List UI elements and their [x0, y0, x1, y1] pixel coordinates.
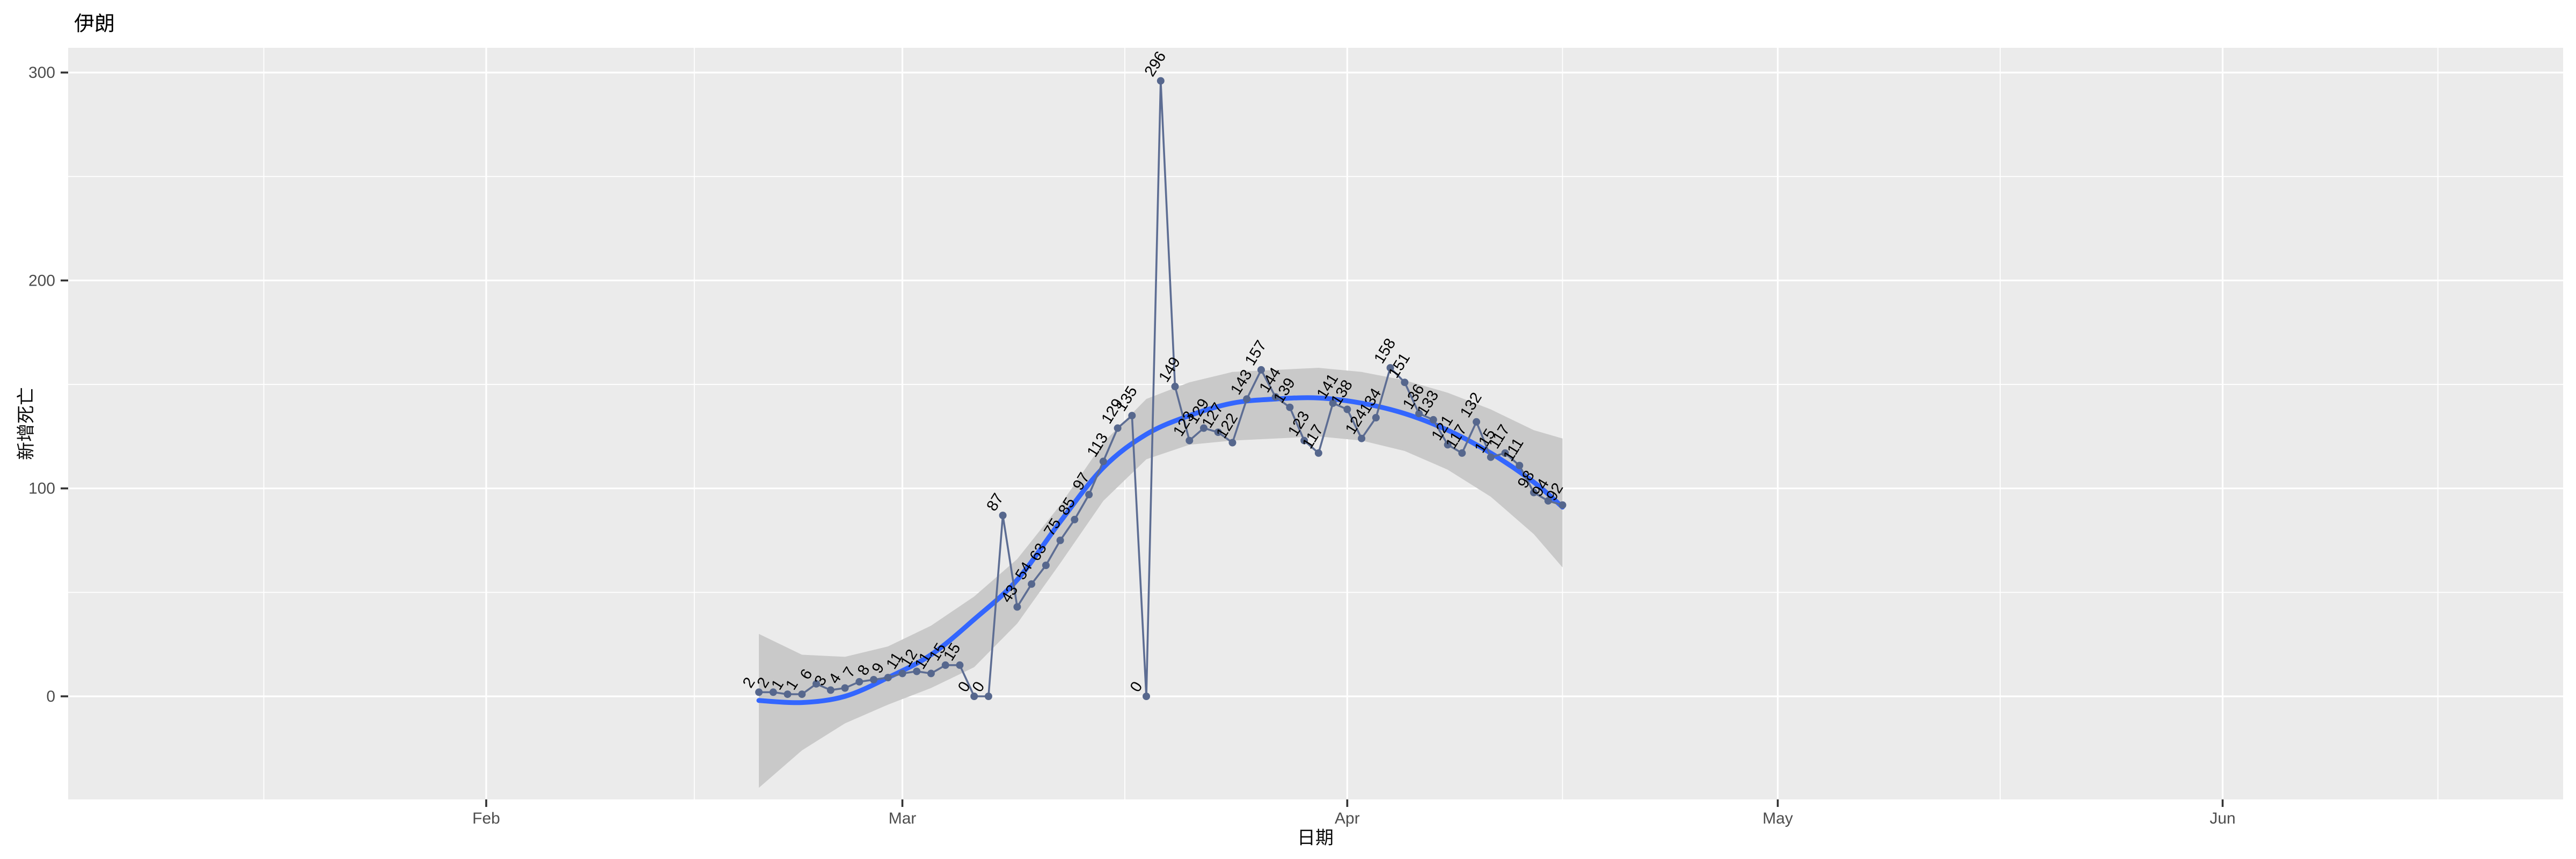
data-point — [1143, 693, 1150, 700]
data-point — [1028, 580, 1036, 588]
data-point — [1415, 410, 1423, 418]
data-point — [1099, 457, 1107, 465]
x-axis-title: 日期 — [1297, 828, 1334, 848]
data-point — [826, 686, 835, 694]
data-point — [999, 512, 1007, 519]
data-point — [956, 661, 964, 669]
y-tick-label: 300 — [28, 64, 55, 82]
y-tick-label: 200 — [28, 272, 55, 289]
data-point — [1343, 405, 1351, 413]
data-point — [1544, 497, 1552, 505]
data-point — [898, 669, 906, 678]
data-point — [1372, 414, 1380, 421]
data-point — [1157, 77, 1165, 85]
data-point — [1128, 412, 1136, 420]
data-point — [1042, 562, 1050, 569]
data-point — [1473, 418, 1481, 426]
data-point — [1300, 436, 1308, 445]
data-point — [1257, 366, 1265, 374]
data-point — [1516, 462, 1524, 470]
data-point — [841, 684, 849, 692]
data-point — [941, 661, 949, 669]
data-point — [1358, 434, 1366, 442]
data-point — [1185, 436, 1194, 445]
data-point — [1501, 449, 1509, 457]
data-point — [1013, 603, 1021, 611]
data-point — [1458, 449, 1466, 457]
data-point — [970, 693, 978, 700]
data-point — [1329, 399, 1337, 407]
data-point — [1114, 424, 1122, 432]
data-point — [1200, 424, 1208, 432]
plot-title: 伊朗 — [74, 13, 115, 35]
x-tick-label: Apr — [1335, 810, 1360, 827]
data-point — [1228, 439, 1236, 447]
data-point — [913, 667, 921, 675]
data-point — [1558, 501, 1567, 509]
data-point — [755, 688, 763, 696]
data-point — [1487, 453, 1495, 461]
data-point — [1214, 428, 1222, 436]
confidence-ribbon — [759, 368, 1563, 788]
data-point — [1071, 515, 1079, 523]
data-point — [855, 678, 863, 686]
data-point — [870, 676, 877, 683]
data-point — [1444, 441, 1452, 449]
data-point — [884, 674, 892, 682]
y-tick-label: 100 — [28, 480, 55, 498]
data-point — [1271, 393, 1279, 401]
data-point — [769, 688, 777, 696]
data-point — [984, 693, 992, 700]
data-point — [1085, 491, 1093, 499]
data-point — [927, 669, 935, 678]
y-axis-title: 新增死亡 — [16, 387, 36, 460]
data-point — [1056, 536, 1064, 544]
data-point — [1530, 489, 1538, 497]
data-point — [1401, 378, 1409, 387]
data-point — [1243, 395, 1251, 403]
y-tick-label: 0 — [46, 688, 55, 705]
data-point — [1171, 382, 1179, 390]
x-tick-label: Jun — [2209, 810, 2235, 827]
data-point — [813, 680, 820, 688]
data-point — [1429, 416, 1437, 424]
x-tick-label: May — [1762, 810, 1793, 827]
data-point — [784, 690, 792, 698]
x-tick-label: Feb — [472, 810, 500, 827]
x-tick-label: Mar — [889, 810, 917, 827]
data-point — [1314, 449, 1322, 457]
data-point — [1286, 403, 1294, 411]
chart-layers: 2211634789111211151500874354637585971131… — [28, 48, 2563, 827]
data-point — [798, 690, 806, 698]
data-point — [1386, 364, 1394, 372]
